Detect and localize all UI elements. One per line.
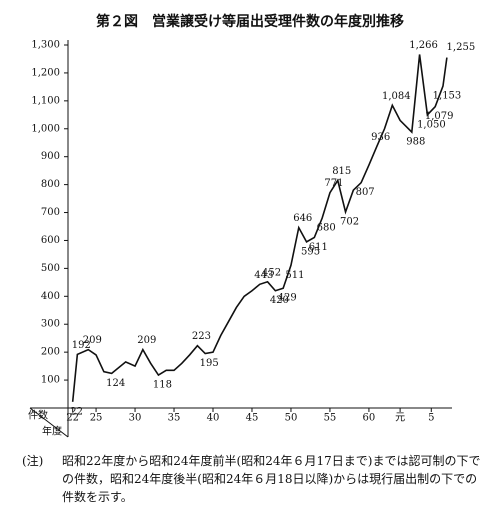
data-line: [71, 54, 448, 402]
y-tick-label: 1,200: [31, 67, 60, 78]
data-label: 1,153: [433, 91, 462, 102]
y-tick-label: 500: [41, 263, 60, 274]
data-label: 680: [317, 223, 336, 234]
data-label: 1,084: [382, 91, 411, 102]
data-label: 988: [406, 137, 425, 148]
data-label: 429: [278, 293, 297, 304]
chart: 第２図 営業譲受け等届出受理件数の年度別推移 件数 年度 100 200 300 40…: [28, 13, 476, 438]
x-tick-label: 22: [66, 413, 79, 424]
x-tick-label: 40: [207, 413, 220, 424]
header-diagonal: [29, 407, 69, 438]
x-row-label: 件数: [28, 409, 48, 422]
x-tick-label: 5: [428, 413, 434, 424]
data-label: 807: [356, 187, 375, 198]
x-tick-label: 元: [395, 413, 405, 424]
y-tick-label: 600: [41, 235, 60, 246]
data-label: 936: [371, 132, 390, 143]
data-label: 124: [106, 378, 125, 389]
data-label: 192: [72, 340, 91, 351]
y-tick-label: 100: [41, 375, 60, 386]
y-tick-label: 1,000: [31, 123, 60, 134]
data-label: 209: [83, 335, 102, 346]
y-tick-label: 800: [41, 179, 60, 190]
data-label: 22: [70, 406, 83, 417]
data-label: 118: [153, 380, 172, 391]
y-tick-label: 700: [41, 207, 60, 218]
x-tick-label: 55: [324, 413, 337, 424]
data-label: 443: [254, 270, 273, 281]
x-tick-label: 30: [129, 413, 142, 424]
y-tick-label: 400: [41, 291, 60, 302]
data-label: 771: [324, 178, 343, 189]
x-tick-label: 25: [90, 413, 103, 424]
note: (注) 昭和22年度から昭和24年度前半(昭和24年６月17日まで)までは認可制…: [22, 452, 484, 506]
x-tick-label: 35: [168, 413, 181, 424]
data-label: 611: [309, 242, 328, 253]
data-label: 702: [340, 216, 359, 227]
data-label: 1,079: [425, 111, 454, 122]
y-tick-label: 300: [41, 319, 60, 330]
data-label: 195: [200, 358, 219, 369]
note-text: 昭和22年度から昭和24年度前半(昭和24年６月17日まで)までは認可制の下での…: [62, 454, 481, 504]
note-marker: (注): [22, 454, 44, 468]
x-tick-label: 45: [246, 413, 259, 424]
data-label: 1,050: [417, 119, 446, 130]
data-label: 815: [332, 166, 351, 177]
y-tick-label: 1,300: [31, 40, 60, 51]
x-tick-label: 60: [363, 413, 376, 424]
data-label: 209: [137, 335, 156, 346]
data-label: 511: [285, 270, 304, 281]
data-label: 646: [293, 213, 312, 224]
y-tick-label: 200: [41, 347, 60, 358]
data-label: 595: [301, 246, 320, 257]
y-tick-label: 900: [41, 151, 60, 162]
data-label: 1,255: [447, 42, 476, 53]
data-label: 1,266: [409, 40, 438, 51]
x-tick-label: 50: [285, 413, 298, 424]
data-label: 420: [270, 295, 289, 306]
data-label: 452: [262, 267, 281, 278]
chart-title: 第２図 営業譲受け等届出受理件数の年度別推移: [96, 13, 404, 30]
data-label: 223: [192, 331, 211, 342]
x-col-label: 年度: [42, 425, 62, 438]
y-tick-label: 1,100: [31, 95, 60, 106]
